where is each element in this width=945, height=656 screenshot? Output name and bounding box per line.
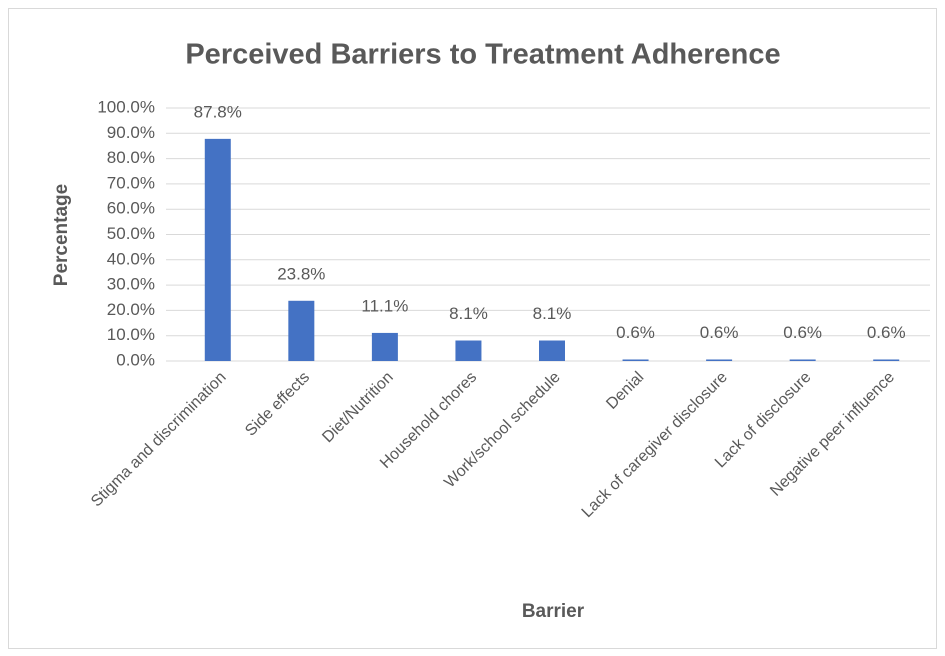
bar [288,300,315,361]
data-label: 0.6% [867,323,906,342]
y-tick-label: 40.0% [107,249,155,268]
y-tick-label: 30.0% [107,275,155,294]
chart-border [8,8,937,649]
bar [204,138,231,361]
y-tick-label: 80.0% [107,148,155,167]
data-label: 8.1% [533,304,572,323]
y-tick-label: 100.0% [97,97,155,116]
data-label: 8.1% [449,304,488,323]
data-label: 23.8% [277,264,325,283]
data-label: 0.6% [783,323,822,342]
bar [789,359,816,361]
data-label: 0.6% [700,323,739,342]
data-label: 0.6% [616,323,655,342]
bar [371,332,398,361]
chart-title: Perceived Barriers to Treatment Adherenc… [185,39,780,71]
x-axis-label: Barrier [522,601,585,622]
bar [455,340,482,361]
y-tick-label: 50.0% [107,224,155,243]
bar [706,359,733,361]
bar [873,359,900,361]
y-tick-label: 0.0% [116,350,155,369]
y-tick-label: 10.0% [107,325,155,344]
y-tick-label: 60.0% [107,199,155,218]
bar [622,359,649,361]
data-label: 11.1% [361,296,408,315]
y-tick-label: 90.0% [107,123,155,142]
y-axis-label: Percentage [51,184,72,286]
data-label: 87.8% [194,102,242,121]
y-tick-label: 70.0% [107,173,155,192]
y-tick-label: 20.0% [107,300,155,319]
bar [539,340,565,361]
